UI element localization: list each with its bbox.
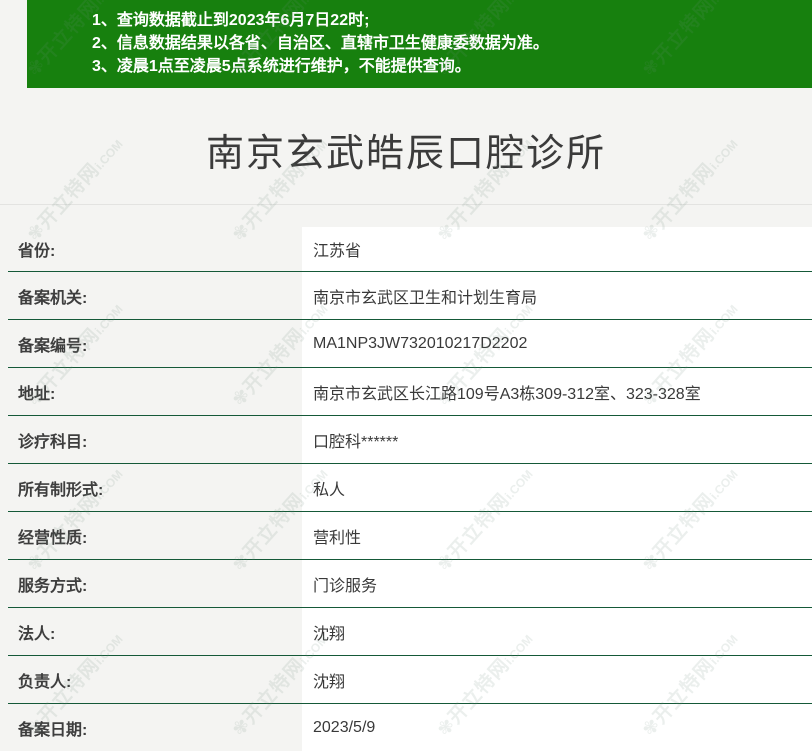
row-label: 经营性质: <box>18 529 88 547</box>
row-label: 服务方式: <box>18 577 88 595</box>
row-label: 备案日期: <box>18 721 88 739</box>
row-value: MA1NP3JW732010217D2202 <box>302 320 812 367</box>
table-row: 经营性质: 营利性 <box>8 512 812 560</box>
row-label: 备案编号: <box>18 337 88 355</box>
row-value: 口腔科****** <box>302 416 812 463</box>
table-row: 诊疗科目: 口腔科****** <box>8 416 812 464</box>
row-value: 沈翔 <box>302 608 812 655</box>
table-row: 省份: 江苏省 <box>8 227 812 272</box>
table-row: 法人: 沈翔 <box>8 608 812 656</box>
table-row: 备案编号: MA1NP3JW732010217D2202 <box>8 320 812 368</box>
row-label: 所有制形式: <box>18 481 104 499</box>
row-value: 营利性 <box>302 512 812 559</box>
table-row: 地址: 南京市玄武区长江路109号A3栋309-312室、323-328室 <box>8 368 812 416</box>
row-value: 南京市玄武区卫生和计划生育局 <box>302 272 812 319</box>
row-value: 私人 <box>302 464 812 511</box>
row-value: 2023/5/9 <box>302 704 812 751</box>
table-row: 备案机关: 南京市玄武区卫生和计划生育局 <box>8 272 812 320</box>
table-row: 服务方式: 门诊服务 <box>8 560 812 608</box>
row-label: 诊疗科目: <box>18 433 88 451</box>
row-label: 地址: <box>18 385 56 403</box>
row-label: 法人: <box>18 625 56 643</box>
registration-info-table: 省份: 江苏省 备案机关: 南京市玄武区卫生和计划生育局 备案编号: MA1NP… <box>8 227 812 751</box>
table-row: 负责人: 沈翔 <box>8 656 812 704</box>
title-section: 南京玄武皓辰口腔诊所 <box>0 88 812 205</box>
notice-banner: 1、查询数据截止到2023年6月7日22时; 2、信息数据结果以各省、自治区、直… <box>27 0 812 88</box>
banner-notice: 3、凌晨1点至凌晨5点系统进行维护，不能提供查询。 <box>92 58 471 75</box>
row-label: 负责人: <box>18 673 72 691</box>
table-row: 备案日期: 2023/5/9 <box>8 704 812 751</box>
page-title: 南京玄武皓辰口腔诊所 <box>205 133 606 175</box>
banner-notice: 2、信息数据结果以各省、自治区、直辖市卫生健康委数据为准。 <box>92 35 549 52</box>
row-label: 省份: <box>18 243 56 260</box>
banner-notice: 1、查询数据截止到2023年6月7日22时; <box>92 12 370 29</box>
row-value: 沈翔 <box>302 656 812 703</box>
row-value: 南京市玄武区长江路109号A3栋309-312室、323-328室 <box>302 368 812 415</box>
row-value: 江苏省 <box>302 227 812 271</box>
row-value: 门诊服务 <box>302 560 812 607</box>
table-row: 所有制形式: 私人 <box>8 464 812 512</box>
row-label: 备案机关: <box>18 289 88 307</box>
